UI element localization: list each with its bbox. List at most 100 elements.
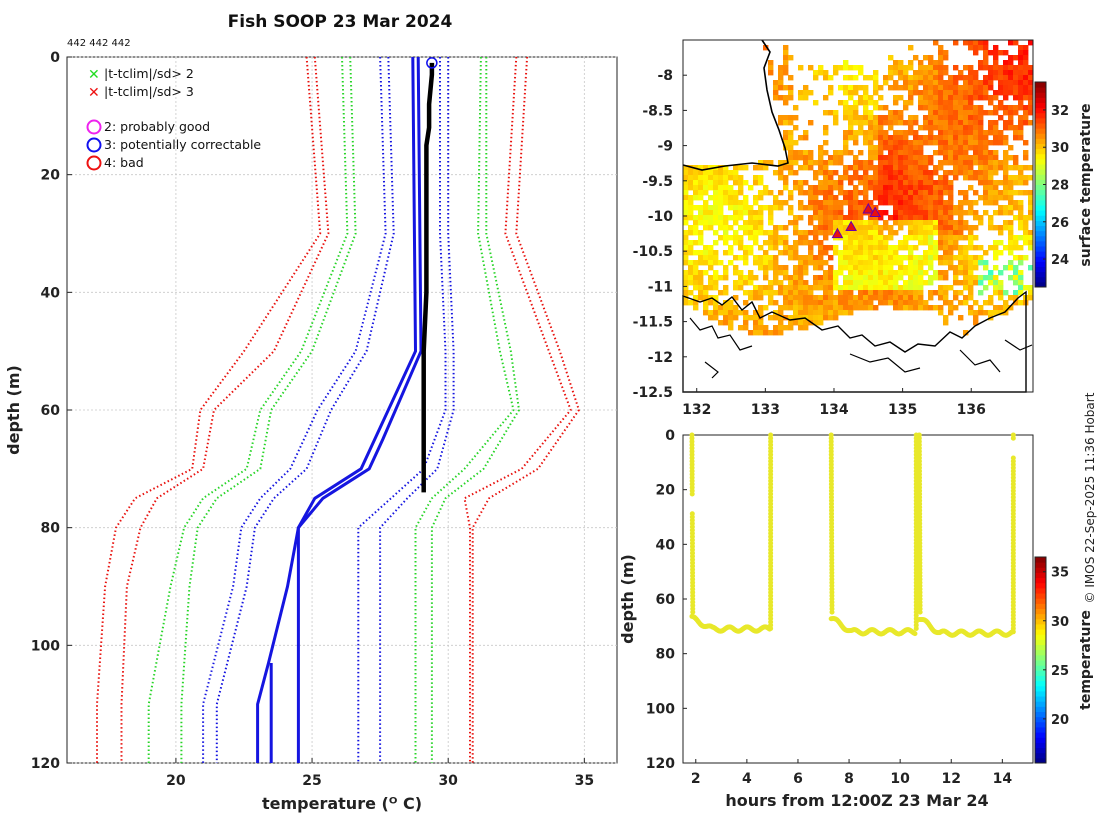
sst-cell — [753, 330, 759, 336]
sst-cell — [698, 230, 704, 236]
sst-cell — [853, 200, 859, 206]
sst-cell — [713, 185, 719, 191]
sst-cell — [903, 280, 909, 286]
x-tick-label: 136 — [957, 402, 986, 418]
sst-cell — [828, 255, 834, 261]
sst-cell — [818, 180, 824, 186]
colorbar-swatch — [1035, 179, 1046, 185]
sst-cell — [733, 175, 739, 181]
sst-cell — [963, 105, 969, 111]
sst-cell — [948, 190, 954, 196]
sst-cell — [953, 175, 959, 181]
sst-cell — [888, 275, 894, 281]
sst-cell — [938, 290, 944, 296]
sst-cell — [998, 205, 1004, 211]
sst-cell — [813, 275, 819, 281]
sst-cell — [898, 155, 904, 161]
sst-cell — [993, 200, 999, 206]
sst-cell — [973, 275, 979, 281]
sst-cell — [843, 140, 849, 146]
sst-cell — [713, 230, 719, 236]
sst-cell — [743, 195, 749, 201]
sst-cell — [848, 205, 854, 211]
sst-cell — [868, 240, 874, 246]
sst-cell — [853, 280, 859, 286]
sst-cell — [958, 290, 964, 296]
sst-cell — [888, 260, 894, 266]
y-tick-label: 100 — [646, 701, 675, 717]
credit-text: © IMOS 22-Sep-2025 11:36 Hobart — [1083, 392, 1097, 603]
sst-cell — [933, 255, 939, 261]
sst-cell — [748, 225, 754, 231]
sst-cell — [938, 95, 944, 101]
sst-cell — [733, 215, 739, 221]
sst-cell — [743, 245, 749, 251]
sst-cell — [848, 135, 854, 141]
sst-cell — [753, 240, 759, 246]
sst-cell — [883, 300, 889, 306]
sst-cell — [973, 45, 979, 51]
sst-cell — [903, 180, 909, 186]
sst-cell — [933, 135, 939, 141]
colorbar-swatch — [1035, 92, 1046, 98]
sst-cell — [908, 170, 914, 176]
sst-cell — [923, 175, 929, 181]
sst-cell — [863, 110, 869, 116]
sst-cell — [788, 280, 794, 286]
sst-cell — [993, 105, 999, 111]
sst-cell — [688, 275, 694, 281]
sst-cell — [963, 300, 969, 306]
sst-cell — [848, 270, 854, 276]
sst-cell — [723, 315, 729, 321]
sst-cell — [703, 285, 709, 291]
sst-cell — [1013, 200, 1019, 206]
sst-cell — [908, 195, 914, 201]
sst-cell — [693, 300, 699, 306]
sst-cell — [963, 100, 969, 106]
sst-cell — [693, 280, 699, 286]
sst-cell — [693, 175, 699, 181]
sst-cell — [838, 85, 844, 91]
sst-cell — [883, 160, 889, 166]
sst-cell — [918, 200, 924, 206]
sst-cell — [718, 260, 724, 266]
colorbar-swatch — [1035, 623, 1046, 630]
sst-cell — [988, 165, 994, 171]
sst-cell — [963, 145, 969, 151]
sst-cell — [1008, 305, 1014, 311]
sst-cell — [998, 295, 1004, 301]
sst-cell — [753, 285, 759, 291]
sst-cell — [703, 185, 709, 191]
sst-cell — [848, 240, 854, 246]
sst-cell — [873, 115, 879, 121]
sst-cell — [828, 185, 834, 191]
cast-point — [689, 491, 695, 497]
sst-cell — [758, 290, 764, 296]
sst-cell — [703, 210, 709, 216]
sst-cell — [793, 320, 799, 326]
sst-cell — [728, 300, 734, 306]
sst-cell — [963, 285, 969, 291]
sst-cell — [883, 180, 889, 186]
sst-cell — [908, 285, 914, 291]
sst-cell — [843, 60, 849, 66]
sst-cell — [1008, 225, 1014, 231]
sst-cell — [908, 80, 914, 86]
sst-cell — [878, 285, 884, 291]
sst-cell — [893, 110, 899, 116]
sst-cell — [888, 125, 894, 131]
y-tick-label: -11.5 — [633, 315, 673, 331]
sst-cell — [828, 85, 834, 91]
sst-cell — [963, 190, 969, 196]
sst-cell — [853, 205, 859, 211]
flag-marker-circle — [426, 57, 438, 69]
sst-cell — [723, 320, 729, 326]
sst-cell — [983, 85, 989, 91]
sst-cell — [1018, 165, 1024, 171]
sst-cell — [1013, 280, 1019, 286]
sst-cell — [893, 185, 899, 191]
sst-cell — [953, 155, 959, 161]
sst-cell — [768, 235, 774, 241]
